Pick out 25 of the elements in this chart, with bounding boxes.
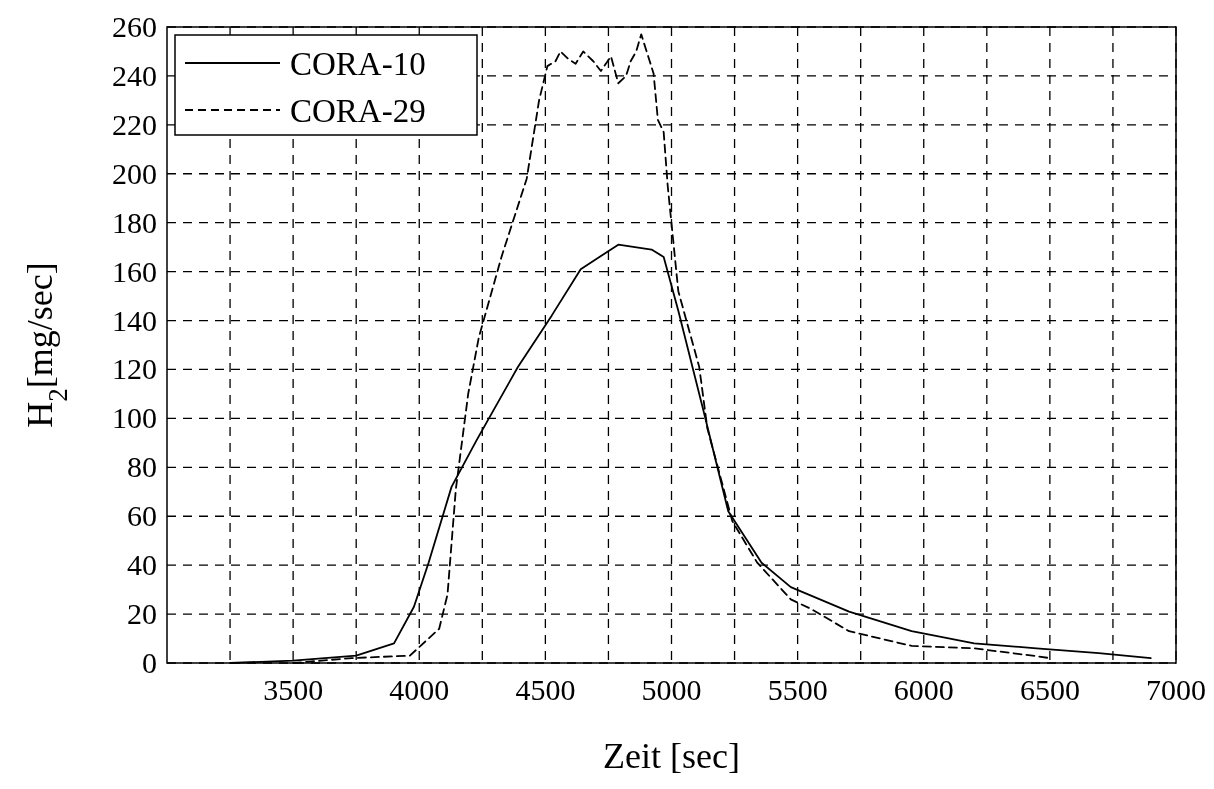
y-tick-label: 140	[112, 303, 157, 337]
y-tick-label: 220	[112, 107, 157, 141]
legend-label: CORA-10	[290, 46, 426, 82]
y-tick-label: 160	[112, 254, 157, 288]
x-tick-label: 6500	[1019, 673, 1080, 706]
x-tick-label: 4500	[515, 673, 576, 706]
y-tick-label: 200	[112, 156, 157, 190]
y-tick-label: 100	[112, 401, 157, 435]
x-tick-label: 5000	[641, 673, 702, 706]
y-tick-label: 260	[112, 10, 157, 43]
x-tick-label: 3500	[263, 673, 324, 706]
y-tick-label: 180	[112, 205, 157, 239]
y-tick-label: 60	[127, 499, 157, 533]
x-axis-title: Zeit [sec]	[603, 736, 740, 776]
x-tick-label: 4000	[389, 673, 450, 706]
x-tick-label: 7000	[1146, 673, 1206, 706]
y-tick-label: 20	[127, 597, 157, 631]
legend-label: CORA-29	[290, 93, 426, 129]
y-tick-label: 0	[142, 646, 157, 679]
x-tick-label: 5500	[767, 673, 828, 706]
y-tick-label: 120	[112, 352, 157, 386]
y-tick-label: 40	[127, 548, 157, 582]
y-tick-label: 80	[127, 450, 157, 484]
y-tick-label: 240	[112, 58, 157, 92]
x-tick-label: 6000	[893, 673, 954, 706]
